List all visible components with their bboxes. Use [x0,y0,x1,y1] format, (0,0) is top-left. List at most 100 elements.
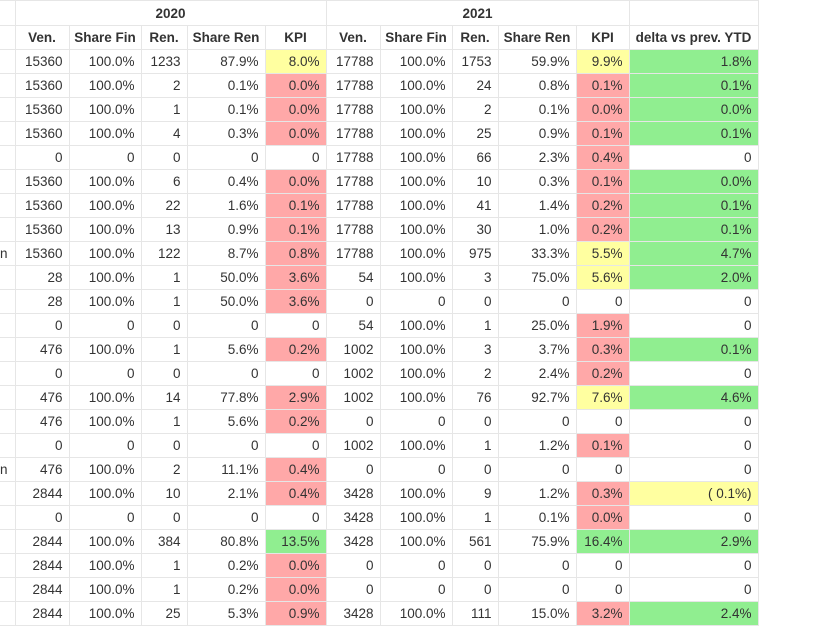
cell-kpi-2021[interactable]: 0.1% [575,169,630,194]
cell-share-ren-2021[interactable]: 0 [497,457,577,482]
column-header-delta-ytd[interactable]: delta vs prev. YTD [628,25,759,50]
cell-kpi-2020[interactable]: 0.0% [264,553,327,578]
cell-kpi-2020[interactable]: 0.4% [264,481,327,506]
cell-kpi-2020[interactable]: 2.9% [264,385,327,410]
cell-ven-2020[interactable]: 15360 [14,241,70,266]
cell-share-fin-2020[interactable]: 100.0% [68,121,142,146]
column-header-kpi-2021[interactable]: KPI [575,25,630,50]
cell-ven-2020[interactable]: 15360 [14,169,70,194]
cell-share-ren-2021[interactable]: 0.3% [497,169,577,194]
cell-ven-2020[interactable]: 15360 [14,97,70,122]
cell-share-fin-2020[interactable]: 0 [68,145,142,170]
cell-ven-2020[interactable]: 476 [14,457,70,482]
cell-ren-2021[interactable]: 0 [451,553,499,578]
cell-share-fin-2021[interactable]: 0 [379,457,453,482]
cell-ren-2020[interactable]: 0 [140,361,188,386]
cell-ren-2020[interactable]: 122 [140,241,188,266]
row-label-cell[interactable] [0,217,16,242]
row-label-cell[interactable] [0,409,16,434]
cell-kpi-2020[interactable]: 0.4% [264,457,327,482]
cell-share-fin-2020[interactable]: 0 [68,313,142,338]
cell-share-fin-2021[interactable]: 100.0% [379,73,453,98]
row-label-cell[interactable] [0,337,16,362]
row-label-cell[interactable] [0,481,16,506]
cell-delta-ytd[interactable]: 2.9% [628,529,759,554]
cell-ven-2020[interactable]: 15360 [14,217,70,242]
cell-share-ren-2021[interactable]: 2.4% [497,361,577,386]
cell-share-ren-2021[interactable]: 25.0% [497,313,577,338]
cell-delta-ytd[interactable]: 0.1% [628,217,759,242]
cell-share-fin-2021[interactable]: 100.0% [379,385,453,410]
cell-share-fin-2021[interactable]: 100.0% [379,313,453,338]
cell-ven-2021[interactable]: 3428 [325,529,381,554]
cell-share-fin-2021[interactable]: 100.0% [379,193,453,218]
cell-delta-ytd[interactable]: 4.7% [628,241,759,266]
row-label-cell[interactable] [0,361,16,386]
cell-kpi-2020[interactable]: 0.8% [264,241,327,266]
cell-share-fin-2020[interactable]: 100.0% [68,193,142,218]
cell-kpi-2021[interactable]: 0 [575,289,630,314]
cell-share-ren-2021[interactable]: 0.1% [497,505,577,530]
cell-share-fin-2020[interactable]: 100.0% [68,241,142,266]
cell-share-ren-2020[interactable]: 0 [186,313,266,338]
cell-ren-2020[interactable]: 2 [140,73,188,98]
row-label-cell[interactable] [0,553,16,578]
cell-ren-2020[interactable]: 0 [140,313,188,338]
row-label-cell[interactable]: n [0,241,16,266]
cell-ren-2021[interactable]: 41 [451,193,499,218]
cell-share-ren-2021[interactable]: 1.2% [497,433,577,458]
cell-delta-ytd[interactable]: 1.8% [628,49,759,74]
cell-ren-2020[interactable]: 0 [140,433,188,458]
cell-share-fin-2020[interactable]: 100.0% [68,553,142,578]
cell-ren-2021[interactable]: 2 [451,361,499,386]
cell-share-fin-2020[interactable]: 0 [68,433,142,458]
row-label-cell[interactable] [0,145,16,170]
cell-ven-2021[interactable]: 17788 [325,97,381,122]
cell-share-ren-2020[interactable]: 0.2% [186,577,266,602]
cell-ren-2020[interactable]: 14 [140,385,188,410]
cell-delta-ytd[interactable]: 0 [628,577,759,602]
cell-ren-2021[interactable]: 25 [451,121,499,146]
cell-share-fin-2021[interactable]: 100.0% [379,121,453,146]
cell-share-fin-2020[interactable]: 100.0% [68,73,142,98]
cell-kpi-2021[interactable]: 0.2% [575,193,630,218]
cell-ren-2020[interactable]: 1 [140,577,188,602]
cell-share-ren-2021[interactable]: 1.2% [497,481,577,506]
cell-share-ren-2021[interactable]: 33.3% [497,241,577,266]
cell-share-fin-2021[interactable]: 100.0% [379,49,453,74]
row-label-cell[interactable] [0,577,16,602]
cell-ren-2021[interactable]: 76 [451,385,499,410]
cell-ren-2020[interactable]: 0 [140,145,188,170]
cell-kpi-2021[interactable]: 1.9% [575,313,630,338]
cell-ven-2020[interactable]: 28 [14,265,70,290]
cell-ren-2020[interactable]: 13 [140,217,188,242]
cell-ren-2021[interactable]: 0 [451,577,499,602]
cell-share-ren-2020[interactable]: 0 [186,145,266,170]
cell-ren-2020[interactable]: 1 [140,97,188,122]
cell-ren-2021[interactable]: 10 [451,169,499,194]
cell-kpi-2021[interactable]: 0.1% [575,73,630,98]
cell-kpi-2020[interactable]: 0.0% [264,121,327,146]
cell-kpi-2021[interactable]: 0 [575,457,630,482]
cell-share-fin-2021[interactable]: 0 [379,553,453,578]
cell-share-ren-2020[interactable]: 1.6% [186,193,266,218]
cell-share-ren-2021[interactable]: 75.0% [497,265,577,290]
cell-share-fin-2020[interactable]: 100.0% [68,337,142,362]
cell-share-fin-2020[interactable]: 100.0% [68,577,142,602]
cell-ren-2021[interactable]: 1 [451,505,499,530]
cell-share-fin-2021[interactable]: 100.0% [379,241,453,266]
cell-share-ren-2020[interactable]: 11.1% [186,457,266,482]
cell-share-ren-2021[interactable]: 2.3% [497,145,577,170]
cell-ven-2021[interactable]: 17788 [325,73,381,98]
cell-ren-2021[interactable]: 0 [451,457,499,482]
row-label-cell[interactable] [0,385,16,410]
cell-share-fin-2021[interactable]: 100.0% [379,529,453,554]
cell-share-ren-2020[interactable]: 8.7% [186,241,266,266]
cell-kpi-2021[interactable]: 0.4% [575,145,630,170]
cell-ven-2021[interactable]: 0 [325,409,381,434]
cell-share-ren-2021[interactable]: 92.7% [497,385,577,410]
cell-ren-2020[interactable]: 1 [140,337,188,362]
cell-ren-2020[interactable]: 6 [140,169,188,194]
cell-ren-2020[interactable]: 0 [140,505,188,530]
cell-ren-2020[interactable]: 384 [140,529,188,554]
